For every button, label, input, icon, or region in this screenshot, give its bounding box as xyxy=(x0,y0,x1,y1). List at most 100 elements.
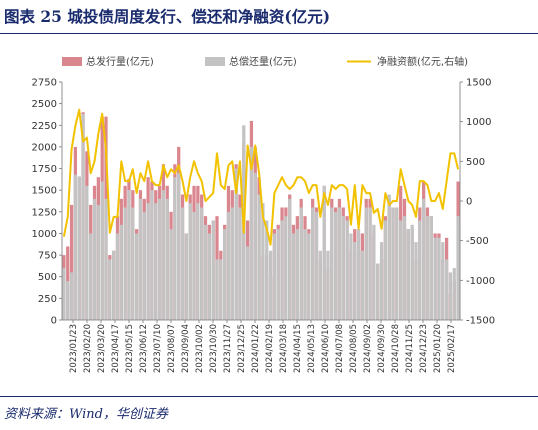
x-tick-label: 2023/12/25 xyxy=(237,324,247,373)
x-tick-label: 2023/05/15 xyxy=(125,324,135,373)
repayment-bar xyxy=(414,242,418,320)
repayment-bar xyxy=(280,220,284,320)
repayment-bar xyxy=(299,207,303,320)
left-tick-label: 1000 xyxy=(32,229,57,240)
repayment-bar xyxy=(345,220,349,320)
repayment-bar xyxy=(66,281,70,320)
repayment-bar xyxy=(226,211,231,320)
repayment-bar xyxy=(92,198,97,320)
repayment-bar xyxy=(62,268,66,320)
legend-issuance-label: 总发行量(亿元) xyxy=(86,55,154,68)
x-tick-label: 2023/11/27 xyxy=(223,324,233,373)
repayment-bar xyxy=(77,176,81,320)
x-tick-label: 2024/03/18 xyxy=(279,324,289,373)
repayment-bar xyxy=(104,198,108,320)
repayment-bar xyxy=(223,229,227,320)
repayment-bar xyxy=(257,194,261,320)
repayment-bar xyxy=(207,233,211,320)
left-tick-label: 1500 xyxy=(32,186,57,197)
repayment-bar xyxy=(249,146,254,320)
x-tick-label: 2024/10/28 xyxy=(391,324,401,373)
repayment-bar xyxy=(200,207,204,320)
left-tick-label: 2500 xyxy=(32,99,57,110)
repayment-bar xyxy=(356,229,361,320)
repayment-bar xyxy=(334,211,338,320)
x-tick-label: 2024/05/13 xyxy=(307,324,317,373)
x-tick-label: 2024/12/23 xyxy=(419,324,429,373)
repayment-bar xyxy=(230,207,234,320)
repayment-bar xyxy=(268,250,273,320)
repayment-bar xyxy=(123,207,127,320)
repayment-bar xyxy=(138,198,143,320)
repayment-bar xyxy=(353,242,357,320)
repayment-bar xyxy=(330,207,334,320)
x-tick-label: 2023/01/23 xyxy=(69,324,79,373)
repayment-bar xyxy=(169,229,173,320)
figure-title: 图表 25 城投债周度发行、偿还和净融资(亿元) xyxy=(4,7,331,26)
chart: 总发行量(亿元) 总偿还量(亿元) 净融资额(亿元,右轴) 0 250 500 750… xyxy=(32,55,496,373)
x-tick-label: 2024/09/30 xyxy=(377,324,387,373)
repayment-bar xyxy=(146,203,150,320)
left-tick-label: 750 xyxy=(38,251,57,262)
repayment-bar xyxy=(161,190,166,320)
repayment-bar xyxy=(349,233,353,320)
repayment-bar xyxy=(253,172,257,320)
x-tick-label: 2024/09/02 xyxy=(363,324,373,373)
x-tick-label: 2024/04/15 xyxy=(293,324,303,373)
legend-repayment-label: 总偿还量(亿元) xyxy=(229,55,297,68)
repayment-bar xyxy=(295,229,299,320)
x-tick-label: 2023/08/07 xyxy=(167,324,177,373)
right-tick-label: -1000 xyxy=(466,276,495,287)
repayment-bar xyxy=(448,272,453,320)
repayment-bar xyxy=(180,207,185,320)
repayment-bar xyxy=(318,250,322,320)
x-tick-label: 2023/09/04 xyxy=(181,324,191,373)
repayment-bar xyxy=(429,216,433,320)
x-tick-label: 2024/11/25 xyxy=(405,324,415,373)
repayment-bar xyxy=(402,216,407,320)
x-tick-label: 2024/07/08 xyxy=(335,324,345,373)
x-tick-label: 2023/10/02 xyxy=(195,324,205,373)
repayment-bar xyxy=(119,224,123,320)
repayment-bar xyxy=(444,259,449,320)
repayment-bar xyxy=(391,207,395,320)
x-tick-label: 2025/02/17 xyxy=(447,324,457,373)
repayment-bar xyxy=(288,198,292,320)
net-financing-line xyxy=(62,108,460,246)
repayment-bar xyxy=(89,233,93,320)
repayment-bar xyxy=(314,211,319,320)
repayment-bar xyxy=(245,246,250,320)
left-tick-label: 1750 xyxy=(32,164,57,175)
repayment-bar xyxy=(265,220,269,320)
repayment-bar xyxy=(131,207,135,320)
repayment-bar xyxy=(219,259,223,320)
legend-net-label: 净融资额(亿元,右轴) xyxy=(377,55,468,68)
repayment-bar xyxy=(322,185,326,320)
repayment-bar xyxy=(115,233,120,320)
repayment-bar xyxy=(433,237,437,320)
repayment-bar xyxy=(395,207,399,320)
repayment-bar xyxy=(142,211,146,320)
repayment-bar xyxy=(73,174,78,320)
x-tick-label: 2023/10/30 xyxy=(209,324,219,373)
repayment-bar xyxy=(368,207,372,320)
repayment-bar xyxy=(387,194,391,320)
x-tick-label: 2024/02/19 xyxy=(265,324,275,373)
left-tick-label: 250 xyxy=(38,294,57,305)
repayment-bar xyxy=(379,242,384,320)
repayment-bar xyxy=(441,242,445,320)
repayment-bar xyxy=(234,168,238,320)
x-tick-label: 2024/01/22 xyxy=(251,324,261,373)
repayment-bar xyxy=(173,177,177,320)
right-tick-label: 0 xyxy=(466,197,472,208)
right-tick-label: 500 xyxy=(466,157,485,168)
repayment-bar xyxy=(456,216,460,320)
repayment-bar xyxy=(112,250,116,320)
repayment-bar xyxy=(203,224,208,320)
repayment-bar xyxy=(341,216,345,320)
right-tick-label: 1000 xyxy=(466,117,491,128)
left-tick-label: 2000 xyxy=(32,142,57,153)
repayment-bar xyxy=(85,185,89,320)
repayment-bar xyxy=(410,224,414,320)
left-tick-label: 2250 xyxy=(32,121,57,132)
